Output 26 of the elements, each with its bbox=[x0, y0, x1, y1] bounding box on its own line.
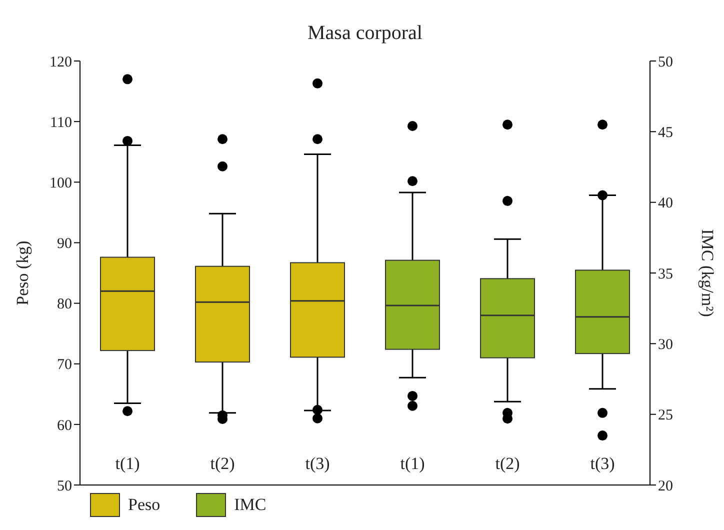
y2-tick-label: 35 bbox=[658, 266, 673, 282]
y2-tick-label: 40 bbox=[658, 196, 673, 212]
y-tick-label: 60 bbox=[57, 418, 72, 434]
x-tick-label: t(2) bbox=[495, 454, 520, 473]
y-tick-label: 50 bbox=[57, 478, 72, 494]
x-tick-label: t(2) bbox=[210, 454, 235, 473]
y2-axis-title: IMC (kg/m²) bbox=[698, 229, 717, 317]
y-tick-label: 120 bbox=[50, 54, 72, 70]
legend-label: IMC bbox=[234, 495, 266, 515]
x-tick-label: t(3) bbox=[305, 454, 330, 473]
y-tick-label: 110 bbox=[50, 114, 72, 131]
y2-tick-label: 20 bbox=[658, 478, 673, 494]
y-tick-label: 80 bbox=[57, 296, 72, 313]
chart-title: Masa corporal bbox=[306, 22, 424, 45]
y2-tick-label: 45 bbox=[658, 124, 673, 141]
x-tick-label: t(1) bbox=[400, 454, 425, 473]
y2-tick-label: 25 bbox=[658, 408, 673, 424]
y2-tick-label: 50 bbox=[658, 54, 673, 70]
y2-tick-label: 30 bbox=[658, 336, 673, 353]
x-tick-label: t(3) bbox=[590, 454, 615, 473]
x-tick-label: t(1) bbox=[115, 454, 140, 473]
y-tick-label: 90 bbox=[57, 236, 72, 252]
y-tick-label: 70 bbox=[57, 357, 72, 374]
y-axis-title: Peso (kg) bbox=[13, 240, 32, 306]
y-tick-label: 100 bbox=[50, 175, 72, 192]
legend-label: Peso bbox=[128, 495, 160, 515]
